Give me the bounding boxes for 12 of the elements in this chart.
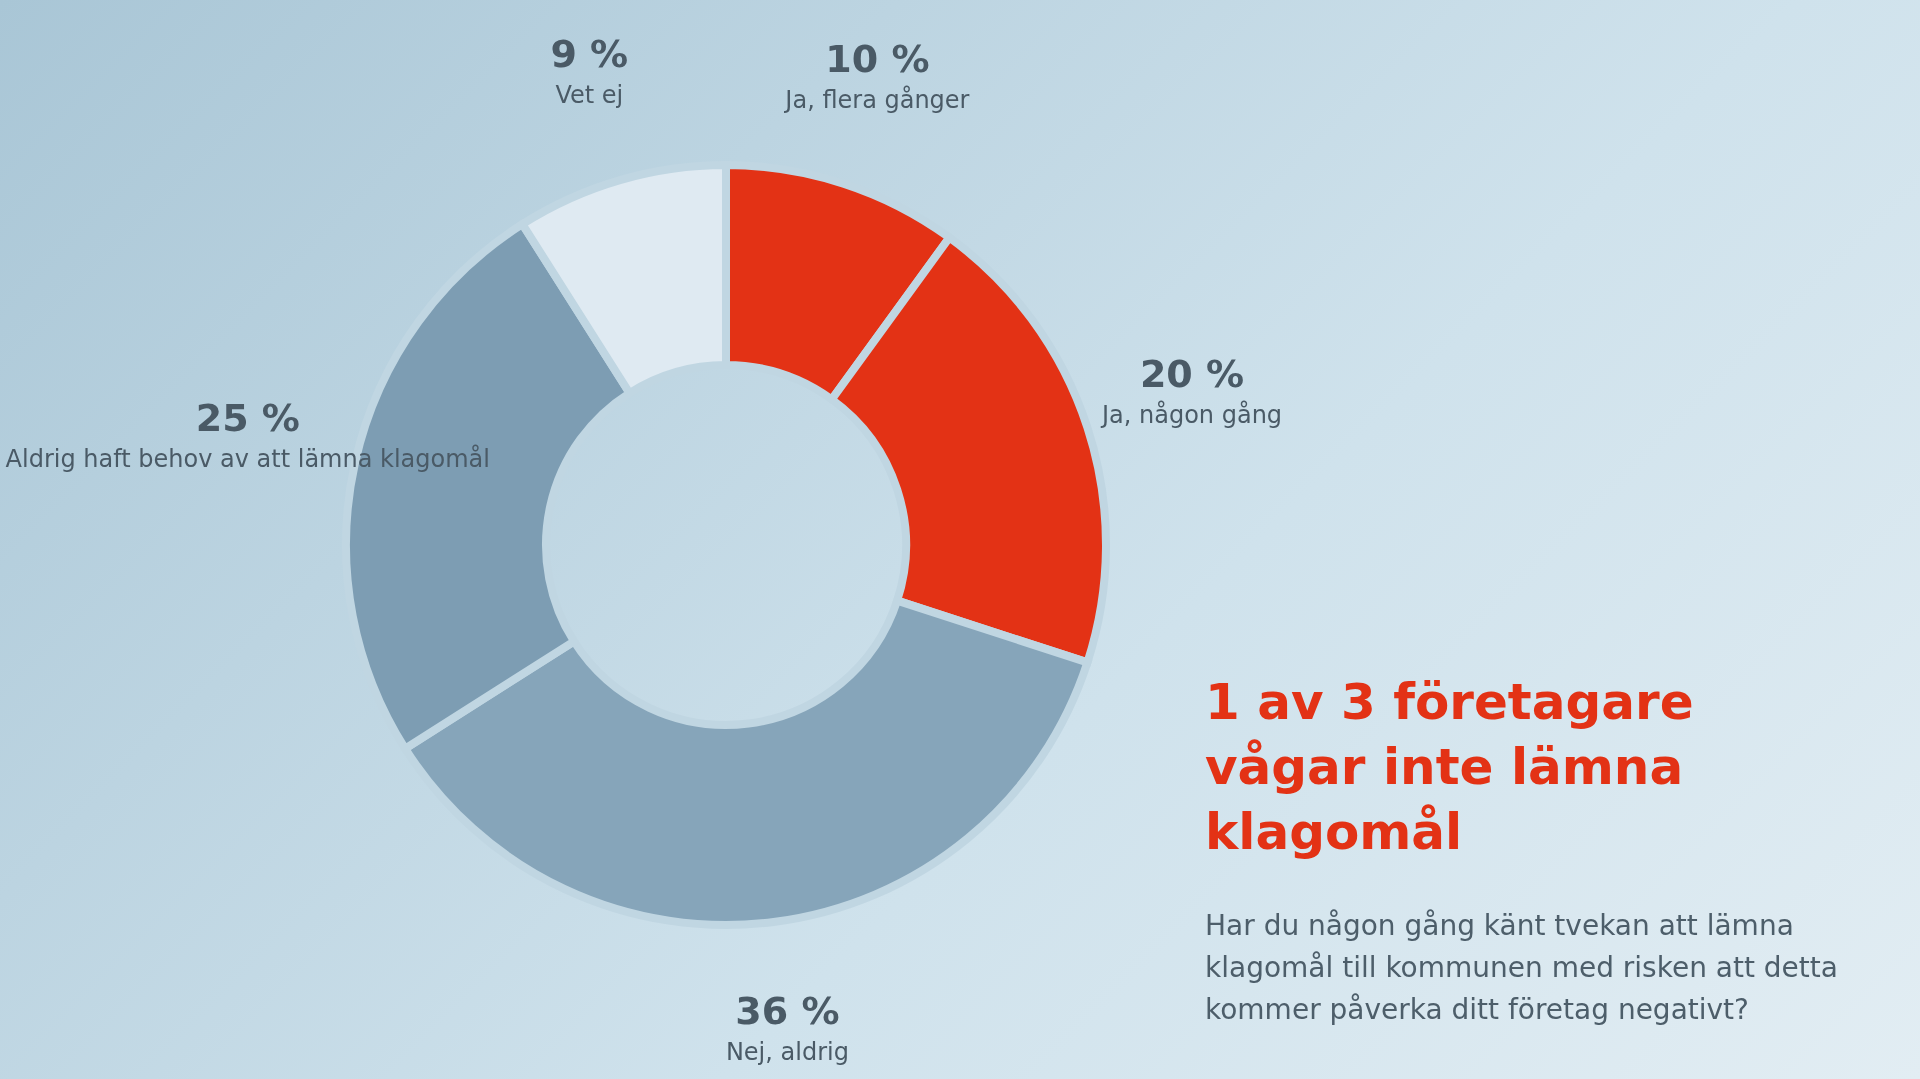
data-label: 10 % [825, 36, 930, 81]
slice-label: Ja, någon gång [1099, 399, 1283, 429]
data-label: 36 % [735, 989, 840, 1034]
slice-label: Aldrig haft behov av att lämna klagomål [5, 444, 490, 474]
slice-label: Ja, flera gånger [783, 84, 970, 114]
text: Har du någon gång känt tvekan att lämna klagomål till kommunen med risken att detta kommer påverka ditt företag negativt? [1205, 908, 1839, 1028]
data-label: 20 % [1139, 351, 1245, 396]
slice-label: Vet ej [555, 81, 624, 110]
data-label: 9 % [550, 32, 629, 77]
data-label: 25 % [195, 396, 300, 441]
text: 1 av 3 företagare vågar inte lämna klagomål [1205, 672, 1695, 863]
slice-label: Nej, aldrig [725, 1038, 849, 1067]
